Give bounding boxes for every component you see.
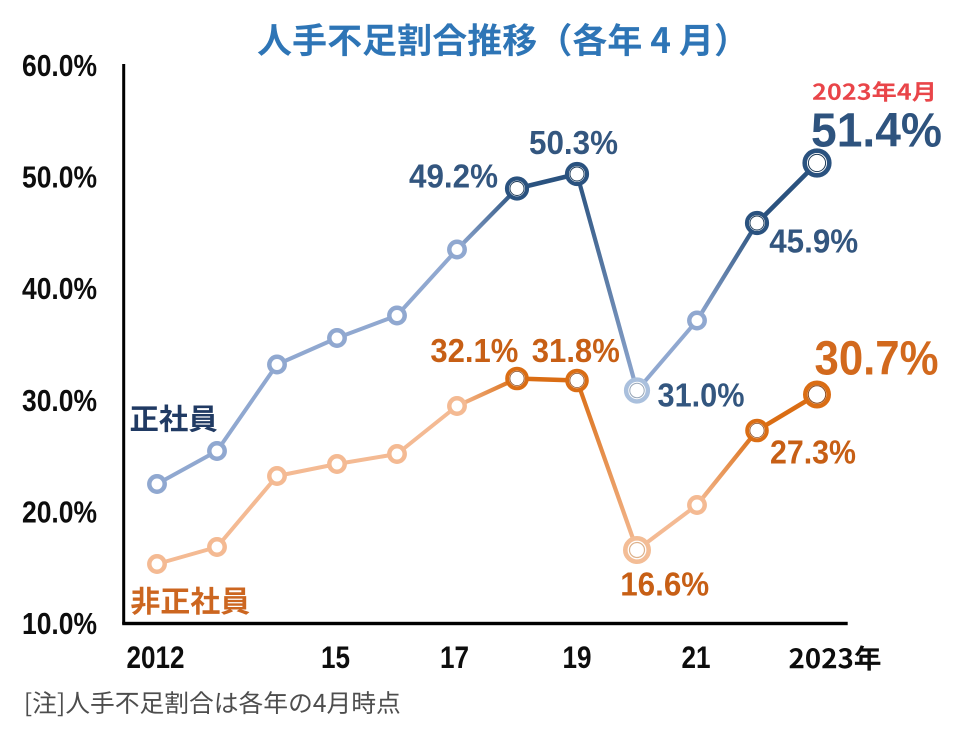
svg-text:45.9%: 45.9% — [769, 222, 858, 259]
svg-text:32.1%: 32.1% — [430, 332, 518, 369]
svg-text:30.0%: 30.0% — [22, 384, 97, 418]
svg-text:15: 15 — [321, 639, 350, 675]
svg-text:31.8%: 31.8% — [532, 332, 620, 369]
svg-text:50.3%: 50.3% — [529, 124, 618, 161]
svg-text:10.0%: 10.0% — [22, 607, 97, 641]
svg-text:16.6%: 16.6% — [620, 565, 709, 602]
svg-text:30.7%: 30.7% — [815, 333, 939, 386]
svg-text:31.0%: 31.0% — [658, 376, 745, 413]
svg-text:21: 21 — [682, 639, 711, 675]
svg-text:2012: 2012 — [127, 639, 185, 675]
svg-text:17: 17 — [440, 639, 469, 675]
svg-text:49.2%: 49.2% — [409, 157, 498, 194]
svg-text:27.3%: 27.3% — [770, 433, 856, 470]
svg-text:51.4%: 51.4% — [811, 105, 942, 158]
svg-text:20.0%: 20.0% — [22, 495, 97, 529]
svg-text:60.0%: 60.0% — [22, 49, 97, 83]
svg-text:40.0%: 40.0% — [22, 272, 97, 306]
svg-text:19: 19 — [563, 639, 592, 675]
svg-text:50.0%: 50.0% — [22, 161, 97, 195]
